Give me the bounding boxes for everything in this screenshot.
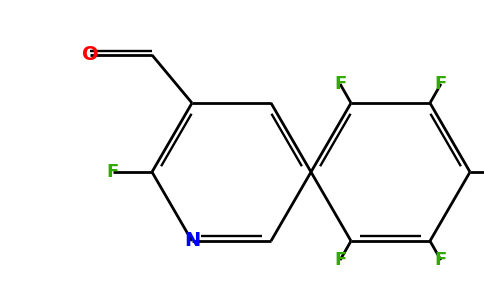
Text: F: F (334, 251, 346, 269)
Text: N: N (184, 232, 200, 250)
Text: F: F (435, 251, 447, 269)
Text: F: F (107, 163, 119, 181)
Text: O: O (82, 46, 98, 64)
Text: F: F (435, 75, 447, 93)
Text: F: F (334, 75, 346, 93)
